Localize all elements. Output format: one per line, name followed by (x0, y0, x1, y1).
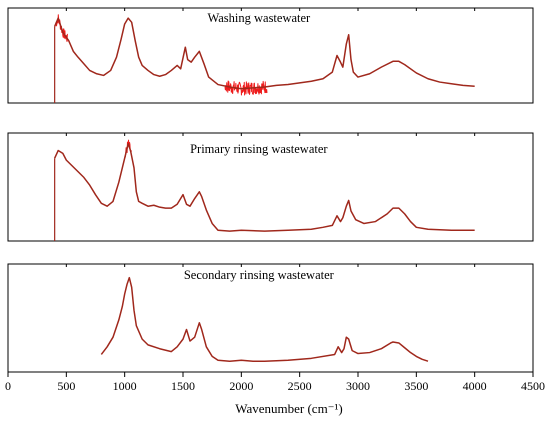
spectrum-line (53, 143, 475, 232)
panel-3: Secondary rinsing wastewater (7, 263, 534, 373)
panel-2: Primary rinsing wastewater (7, 132, 534, 242)
x-tick-label: 4500 (521, 379, 545, 393)
x-tick-label: 4000 (463, 379, 487, 393)
x-tick-label: 3000 (346, 379, 370, 393)
panel-title: Primary rinsing wastewater (190, 142, 328, 156)
x-tick-label: 1500 (171, 379, 195, 393)
panel-title: Washing wastewater (207, 11, 311, 25)
panel-frame (7, 263, 534, 373)
x-axis-label: Wavenumber (cm⁻¹) (235, 401, 343, 416)
spectrum-line (100, 276, 429, 362)
panel-title: Secondary rinsing wastewater (184, 268, 335, 282)
x-tick-label: 2500 (288, 379, 312, 393)
panel-frame (7, 132, 534, 242)
x-tick-label: 1000 (113, 379, 137, 393)
spectrum-line (53, 17, 475, 90)
x-tick-label: 500 (57, 379, 75, 393)
x-tick-label: 0 (5, 379, 11, 393)
panel-1: Washing wastewater (7, 7, 534, 104)
x-tick-label: 3500 (404, 379, 428, 393)
x-tick-label: 2000 (229, 379, 253, 393)
panel-frame (7, 7, 534, 104)
panels-group: Washing wastewater Primary rinsing wastew… (7, 7, 534, 373)
x-axis: 0 500 1000 1500 2000 2500 3000 3500 4000 4500 (5, 372, 545, 393)
